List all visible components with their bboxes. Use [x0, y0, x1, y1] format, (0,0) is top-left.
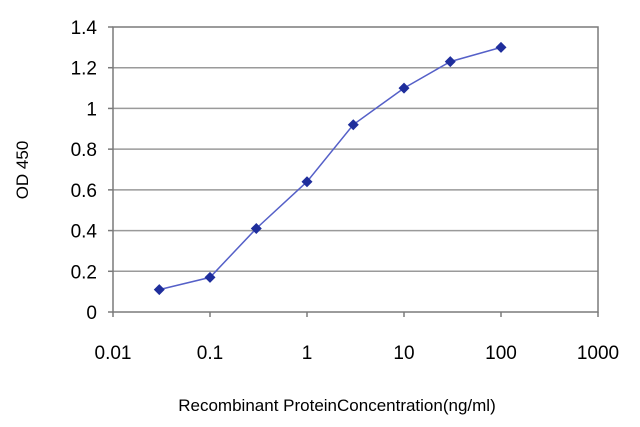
data-point-marker — [204, 271, 216, 283]
data-point-marker — [250, 223, 262, 235]
data-point-marker — [153, 284, 165, 296]
x-tick-label: 100 — [485, 343, 517, 364]
data-point-marker — [347, 119, 359, 131]
x-axis-ticks: 0.01 0.1 1 10 100 1000 — [95, 312, 619, 364]
data-point-marker — [301, 176, 313, 188]
y-tick-label: 0.2 — [71, 262, 97, 283]
x-axis-title: Recombinant ProteinConcentration(ng/ml) — [178, 396, 496, 415]
y-tick-label: 1 — [86, 99, 97, 120]
y-axis-title: OD 450 — [13, 141, 32, 200]
x-tick-label: 1 — [302, 343, 313, 364]
y-tick-label: 1.2 — [71, 59, 97, 80]
y-tick-label: 0.4 — [71, 222, 98, 243]
series-line — [159, 46, 502, 291]
data-point-marker — [398, 82, 410, 94]
x-tick-label: 1000 — [577, 343, 619, 364]
gridlines — [113, 66, 598, 273]
x-tick-label: 0.1 — [197, 343, 223, 364]
y-tick-label: 0.8 — [71, 140, 97, 161]
y-axis-ticks: 0 0.2 0.4 0.6 0.8 1 1.2 1.4 — [71, 18, 113, 324]
data-point-marker — [495, 41, 507, 53]
data-point-marker — [444, 56, 456, 68]
y-tick-label: 1.4 — [71, 18, 98, 39]
x-tick-label: 0.01 — [95, 343, 132, 364]
x-tick-label: 10 — [393, 343, 414, 364]
plot-area-frame — [112, 26, 599, 313]
y-tick-label: 0 — [86, 303, 97, 324]
y-tick-label: 0.6 — [71, 181, 97, 202]
data-markers — [153, 41, 507, 296]
